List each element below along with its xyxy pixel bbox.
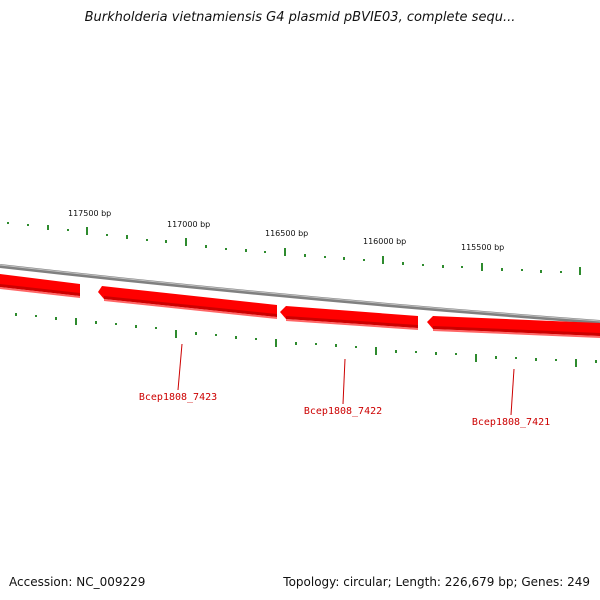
gene-leader-lines xyxy=(177,343,515,416)
tick-mark xyxy=(415,351,417,353)
tick-mark xyxy=(481,263,483,271)
tick-mark xyxy=(555,359,557,361)
tick-mark xyxy=(455,353,457,355)
tick-mark xyxy=(324,256,326,258)
tick-mark xyxy=(475,354,477,362)
position-label: 116500 bp xyxy=(265,229,308,238)
tick-mark xyxy=(515,357,517,359)
tick-mark xyxy=(55,317,57,320)
position-label: 115500 bp xyxy=(461,243,504,252)
tick-mark xyxy=(435,352,437,355)
tick-mark xyxy=(395,350,397,353)
tick-mark xyxy=(535,358,537,361)
tick-mark xyxy=(215,334,217,336)
tick-mark xyxy=(235,336,237,339)
plasmid-backbone xyxy=(0,264,600,324)
tick-mark xyxy=(335,344,337,347)
tick-mark xyxy=(195,332,197,335)
position-label: 117500 bp xyxy=(68,209,111,218)
position-label: 117000 bp xyxy=(167,220,210,229)
tick-mark xyxy=(27,224,29,226)
tick-mark xyxy=(363,259,365,261)
tick-mark xyxy=(579,267,581,275)
tick-mark xyxy=(205,245,207,248)
tick-mark xyxy=(284,248,286,256)
tick-mark xyxy=(7,222,9,224)
tick-mark xyxy=(355,346,357,348)
summary-text: Topology: circular; Length: 226,679 bp; … xyxy=(283,575,590,589)
tick-mark xyxy=(275,339,277,347)
tick-mark xyxy=(560,271,562,273)
tick-mark xyxy=(47,225,49,230)
tick-mark xyxy=(442,265,444,268)
gene-label[interactable]: Bcep1808_7422 xyxy=(304,406,382,417)
gene-labels: Bcep1808_7423 Bcep1808_7422 Bcep1808_742… xyxy=(139,392,550,428)
tick-mark xyxy=(402,262,404,265)
tick-mark xyxy=(155,327,157,329)
tick-mark xyxy=(146,239,148,241)
tick-mark xyxy=(86,227,88,235)
tick-mark xyxy=(540,270,542,273)
tick-mark xyxy=(67,229,69,231)
tick-mark xyxy=(575,359,577,367)
inner-tick-row xyxy=(15,313,597,367)
tick-mark xyxy=(304,254,306,257)
gene-arrow[interactable] xyxy=(98,286,277,319)
tick-mark xyxy=(106,234,108,236)
tick-mark xyxy=(35,315,37,317)
tick-mark xyxy=(135,325,137,328)
tick-mark xyxy=(126,235,128,239)
tick-mark xyxy=(495,356,497,359)
tick-mark xyxy=(95,321,97,324)
tick-mark xyxy=(315,343,317,345)
tick-mark xyxy=(115,323,117,325)
tick-mark xyxy=(375,347,377,355)
leader-line xyxy=(510,368,515,416)
tick-mark xyxy=(75,318,77,325)
tick-mark xyxy=(461,266,463,268)
gene-arrow[interactable] xyxy=(427,316,600,338)
tick-mark xyxy=(255,338,257,340)
gene-label[interactable]: Bcep1808_7423 xyxy=(139,392,217,403)
accession-text: Accession: NC_009229 xyxy=(9,575,146,589)
leader-line xyxy=(177,343,183,391)
tick-mark xyxy=(15,313,17,316)
tick-mark xyxy=(343,257,345,260)
tick-mark xyxy=(382,256,384,264)
position-labels: 117500 bp 117000 bp 116500 bp 116000 bp … xyxy=(68,209,504,252)
plasmid-backbone-highlight xyxy=(0,264,600,322)
tick-mark xyxy=(501,268,503,271)
tick-mark xyxy=(295,342,297,345)
tick-mark xyxy=(264,251,266,253)
gene-arrows xyxy=(0,274,600,338)
gene-arrow[interactable] xyxy=(280,306,418,330)
tick-mark xyxy=(225,248,227,250)
position-label: 116000 bp xyxy=(363,237,406,246)
tick-mark xyxy=(595,360,597,363)
map-title: Burkholderia vietnamiensis G4 plasmid pB… xyxy=(84,10,516,25)
tick-mark xyxy=(165,240,167,243)
tick-mark xyxy=(185,238,187,246)
leader-line xyxy=(342,358,346,405)
tick-mark xyxy=(245,249,247,252)
gene-label[interactable]: Bcep1808_7421 xyxy=(472,417,550,428)
tick-mark xyxy=(175,330,177,338)
gene-arrow[interactable] xyxy=(0,274,80,298)
tick-mark xyxy=(422,264,424,266)
outer-tick-row xyxy=(7,222,581,275)
tick-mark xyxy=(521,269,523,271)
